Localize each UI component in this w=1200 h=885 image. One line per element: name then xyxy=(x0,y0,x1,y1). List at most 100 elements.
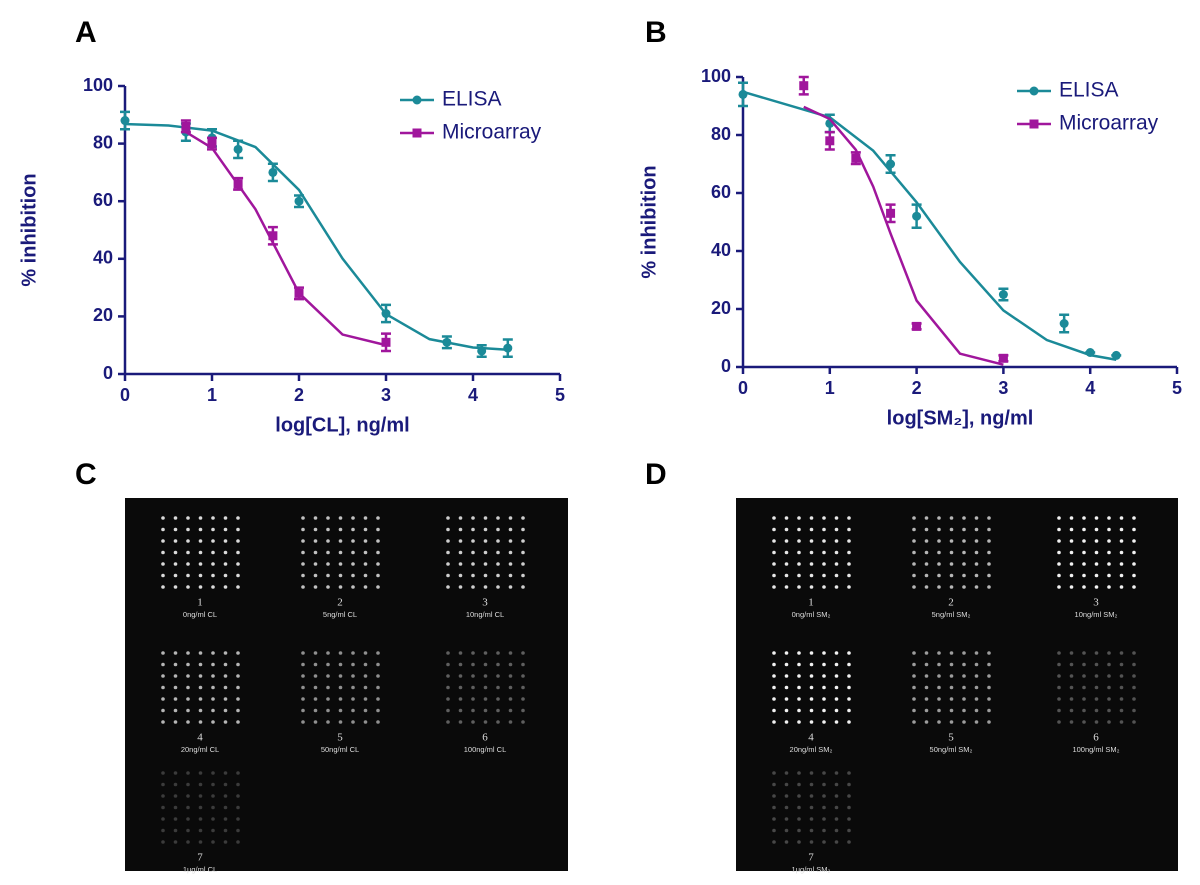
spot xyxy=(772,674,776,678)
spot xyxy=(784,539,789,543)
spot xyxy=(161,516,165,520)
spot xyxy=(351,562,355,566)
spot xyxy=(376,697,380,701)
spot xyxy=(822,720,826,724)
spot xyxy=(446,674,450,678)
spot xyxy=(822,782,826,787)
x-axis-label: log[SM₂], ng/ml xyxy=(887,407,1034,429)
spot xyxy=(211,828,215,833)
spot xyxy=(363,539,368,543)
spot xyxy=(987,662,991,667)
spot xyxy=(483,516,488,520)
spot xyxy=(223,662,228,667)
spot xyxy=(211,585,215,589)
spot xyxy=(223,782,228,787)
spot xyxy=(962,516,966,520)
legend-label: ELISA xyxy=(1059,79,1119,102)
spot xyxy=(313,662,318,667)
spot xyxy=(211,794,215,798)
spot xyxy=(338,573,343,578)
spot xyxy=(1107,539,1111,543)
spot xyxy=(198,720,203,724)
spot xyxy=(351,573,355,578)
spot xyxy=(161,562,165,566)
spot xyxy=(847,539,851,543)
spot xyxy=(1094,708,1099,713)
y-axis-label: % inhibition xyxy=(18,173,40,286)
spot xyxy=(471,516,475,520)
spot xyxy=(326,585,330,589)
spot xyxy=(508,585,513,589)
spot xyxy=(211,516,215,520)
spot xyxy=(809,516,814,520)
spot xyxy=(784,828,789,833)
spot xyxy=(236,805,240,810)
x-axis-label: log[CL], ng/ml xyxy=(275,414,409,436)
spot xyxy=(483,708,488,713)
data-point xyxy=(825,136,835,146)
spot xyxy=(496,720,500,724)
spot xyxy=(949,697,954,701)
spot xyxy=(924,516,929,520)
spot xyxy=(186,771,190,775)
x-tick-label: 0 xyxy=(738,378,748,398)
spot xyxy=(1069,720,1074,724)
well-label: 20ng/ml CL xyxy=(181,745,219,754)
spot xyxy=(186,674,190,678)
spot xyxy=(301,708,305,713)
spot xyxy=(301,585,305,589)
spot xyxy=(161,662,165,667)
data-point xyxy=(268,231,278,241)
spot xyxy=(912,585,916,589)
spot xyxy=(784,585,789,589)
spot xyxy=(797,794,801,798)
spot xyxy=(834,527,839,532)
spot xyxy=(974,708,979,713)
spot xyxy=(236,720,240,724)
spot xyxy=(351,708,355,713)
spot xyxy=(784,697,789,701)
spot xyxy=(1057,527,1061,532)
spot xyxy=(236,573,240,578)
x-tick-label: 4 xyxy=(1085,378,1095,398)
spot xyxy=(376,516,380,520)
well-number: 5 xyxy=(337,732,343,744)
spot xyxy=(338,516,343,520)
spot xyxy=(363,720,368,724)
spot xyxy=(1119,674,1124,678)
spot xyxy=(301,516,305,520)
spot xyxy=(198,662,203,667)
spot xyxy=(496,674,500,678)
spot xyxy=(834,685,839,690)
spot xyxy=(508,685,513,690)
spot xyxy=(1057,651,1061,655)
spot xyxy=(376,539,380,543)
spot xyxy=(446,527,450,532)
spot xyxy=(949,573,954,578)
spot xyxy=(962,550,966,555)
spot xyxy=(797,585,801,589)
spot xyxy=(301,562,305,566)
spot xyxy=(1057,708,1061,713)
spot xyxy=(962,708,966,713)
spot xyxy=(822,527,826,532)
spot xyxy=(483,573,488,578)
spot xyxy=(508,562,513,566)
spot xyxy=(797,662,801,667)
spot xyxy=(809,662,814,667)
spot xyxy=(847,771,851,775)
spot xyxy=(1069,662,1074,667)
spot xyxy=(1057,539,1061,543)
spot xyxy=(822,840,826,844)
spot xyxy=(483,720,488,724)
data-point xyxy=(799,81,809,91)
spot xyxy=(784,771,789,775)
spot xyxy=(1119,573,1124,578)
spot xyxy=(211,674,215,678)
well-label: 5ng/ml SM₂ xyxy=(932,610,971,619)
spot xyxy=(471,685,475,690)
spot xyxy=(483,662,488,667)
spot xyxy=(301,662,305,667)
spot xyxy=(173,782,178,787)
spot xyxy=(313,708,318,713)
